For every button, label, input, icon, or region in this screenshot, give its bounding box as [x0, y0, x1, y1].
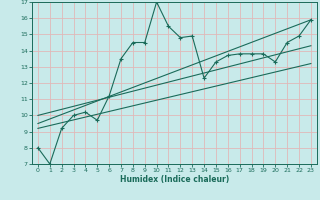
X-axis label: Humidex (Indice chaleur): Humidex (Indice chaleur) [120, 175, 229, 184]
